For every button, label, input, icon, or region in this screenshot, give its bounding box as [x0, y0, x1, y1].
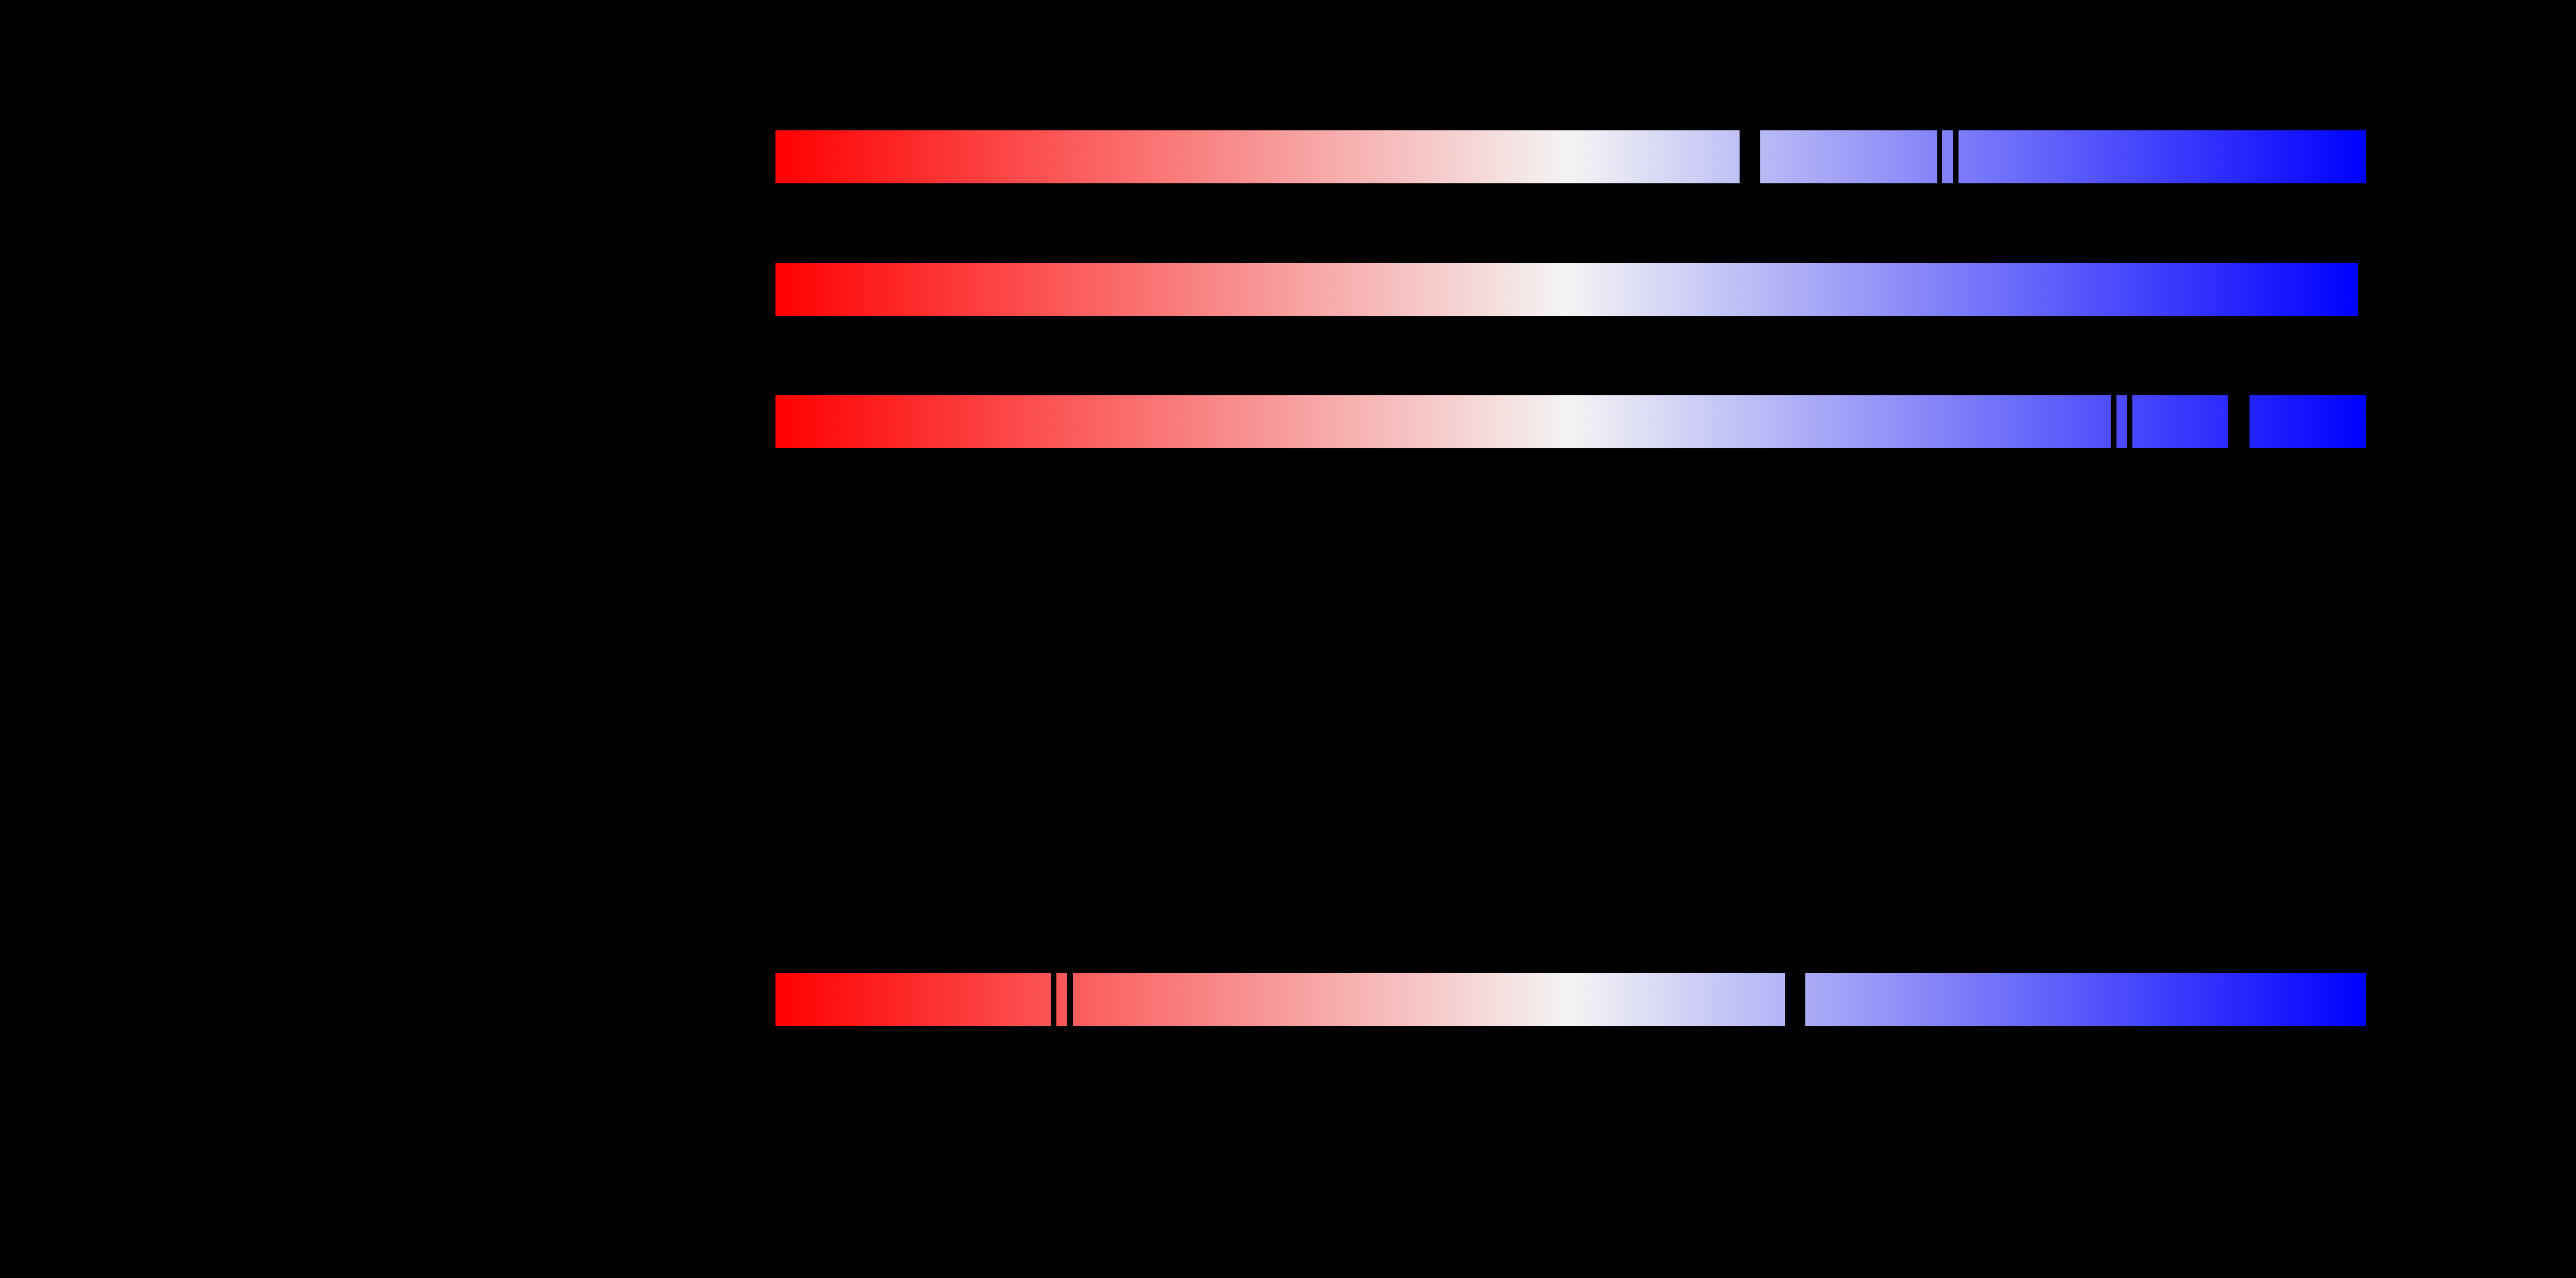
bar-break-gap: [1785, 973, 1805, 1026]
bar-break-tick: [1067, 973, 1073, 1026]
bar-break-tick: [1937, 130, 1942, 183]
bar-break-gap: [1740, 130, 1760, 183]
gradient-bar-bar-4: [775, 973, 2366, 1026]
gradient-bar-bar-1: [775, 130, 2366, 183]
bar-break-tick: [2111, 395, 2116, 448]
bar-break-gap: [2228, 395, 2249, 448]
gradient-bar-bar-3: [775, 395, 2366, 448]
bar-break-tick: [1051, 973, 1056, 1026]
gradient-bar-bar-2: [775, 263, 2358, 316]
bar-break-tick: [1953, 130, 1959, 183]
bar-break-tick: [2127, 395, 2132, 448]
